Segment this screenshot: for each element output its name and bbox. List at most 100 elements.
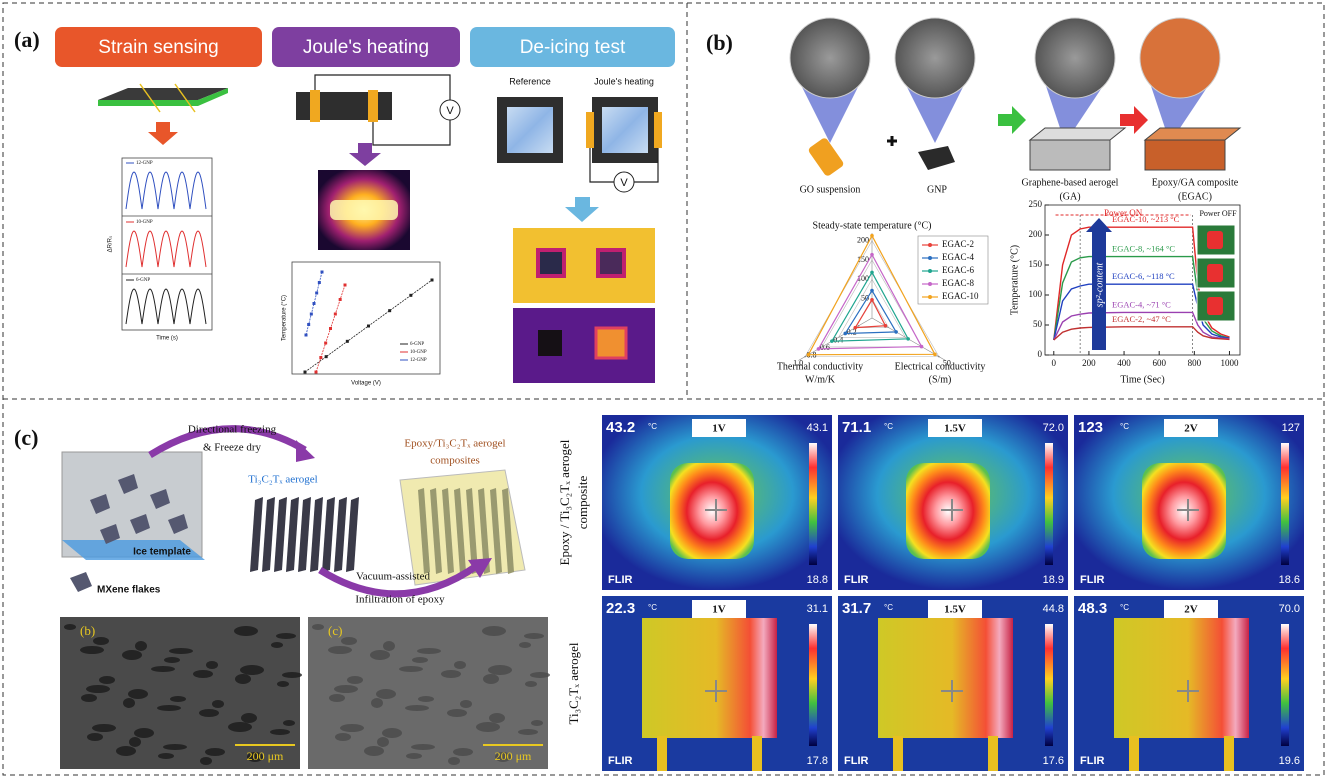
process-label: & Freeze dry	[203, 442, 262, 454]
y-tick-label: 200	[1029, 229, 1043, 239]
axis-label: Temperature (°C)	[1009, 245, 1020, 315]
sem-pore	[417, 648, 441, 654]
thermal-min: 17.6	[1043, 755, 1064, 767]
x-tick-label: 200	[1082, 358, 1096, 368]
sem-pore	[169, 648, 193, 654]
joule-point	[324, 342, 327, 345]
series-label: EGAC-8, ~164 °C	[1112, 244, 1175, 254]
series-label: EGAC-2, ~47 °C	[1112, 314, 1171, 324]
thermal-min: 19.6	[1279, 755, 1300, 767]
block	[1145, 128, 1240, 140]
sem-pore	[129, 737, 141, 747]
sem-pore	[277, 681, 289, 687]
process-label: Directional freezing	[188, 424, 277, 436]
plot-frame	[122, 158, 212, 330]
radar-title: Steady-state temperature (°C)	[813, 220, 932, 231]
sem-pore	[519, 642, 531, 648]
sem-pore	[193, 670, 213, 678]
thermal-unit: °C	[1120, 603, 1129, 612]
joule-point	[305, 334, 308, 337]
process-label: Epoxy/Ti₃C₂Tₓ aerogel	[404, 438, 505, 450]
sem-pore	[241, 713, 257, 723]
axis-label: Temperature (°C)	[282, 295, 288, 341]
process-label: Ti₃C₂Tₓ aerogel	[248, 474, 317, 486]
sem-pore	[206, 661, 218, 669]
brand-label: FLIR	[844, 755, 868, 767]
thermal-min: 18.8	[807, 574, 828, 586]
row-label: composite	[575, 476, 590, 530]
y-tick-label: 250	[1029, 199, 1043, 209]
hot-leg	[893, 736, 903, 771]
sem-pore	[240, 665, 264, 675]
arrow	[565, 197, 599, 222]
annotation: sp²-content	[1094, 262, 1105, 307]
sem-pore	[531, 720, 543, 726]
sem-pore	[157, 705, 181, 711]
step-label: Graphene-based aerogel	[1022, 177, 1119, 188]
thermal-unit: °C	[648, 422, 657, 431]
hot-leg	[752, 736, 762, 771]
hot-zone	[1114, 618, 1249, 738]
inset-ir-hot	[1207, 231, 1223, 249]
sem-pore	[283, 720, 295, 726]
radar-point	[870, 253, 874, 257]
sem-pore	[335, 733, 351, 741]
radar-tick	[938, 356, 940, 358]
y-tick-label: 0	[1038, 349, 1043, 359]
sem-pore	[447, 709, 467, 717]
joule-point	[315, 371, 318, 374]
thermal-max: 72.0	[1043, 422, 1064, 434]
radar-point	[843, 332, 847, 336]
sem-pore	[341, 637, 357, 645]
hot-zone	[642, 618, 777, 738]
joule-point	[329, 327, 332, 330]
aerogel-sheet	[274, 497, 287, 572]
sem-label: (c)	[328, 623, 342, 638]
sem-pore	[525, 681, 537, 687]
radar-point	[894, 330, 898, 334]
sem-pore	[271, 642, 283, 648]
radar-axis-label: W/m/K	[805, 374, 836, 385]
sample-ice	[507, 107, 553, 153]
ir-hotspot	[330, 200, 398, 220]
sem-pore	[212, 700, 224, 708]
sem-pore	[482, 626, 506, 636]
row-label: Ti₃C₂Tₓ aerogel	[566, 642, 581, 724]
x-tick-label: 800	[1188, 358, 1202, 368]
inset-ir-hot	[1207, 264, 1223, 282]
sem-pore	[270, 729, 290, 735]
x-tick-label: 600	[1152, 358, 1166, 368]
ir-image	[513, 308, 655, 383]
sem-pore	[163, 744, 187, 750]
radar-point	[817, 347, 821, 351]
sem-pore	[134, 728, 154, 738]
sem-pore	[411, 744, 435, 750]
radar-point	[853, 326, 857, 330]
voltage-label: 2V	[1184, 423, 1198, 435]
arrow-head	[296, 440, 315, 462]
inset-ir-hot	[1207, 297, 1223, 315]
sem-pore	[122, 650, 142, 660]
legend-text: 10-GNP	[410, 350, 427, 355]
legend-text: EGAC-6	[942, 265, 974, 275]
thermal-max: 44.8	[1043, 603, 1064, 615]
sem-pore	[158, 753, 174, 759]
annotation: Power ON	[1104, 208, 1143, 218]
vial	[807, 137, 845, 177]
aerogel-sheet	[310, 497, 323, 572]
axis-label: Time (Sec)	[1120, 374, 1164, 385]
x-tick-label: 0	[1052, 358, 1057, 368]
scale-label: 200 μm	[247, 749, 284, 763]
arrow	[349, 143, 381, 166]
radar-tick	[804, 356, 806, 358]
axis-label: Time (s)	[156, 336, 178, 342]
legend-text: 6-GNP	[136, 278, 150, 283]
sem-pore	[406, 753, 422, 759]
sem-pore	[483, 674, 499, 684]
radar-point	[870, 234, 874, 238]
sample-ice	[602, 107, 648, 153]
sem-pore	[64, 624, 76, 630]
axis-label: Voltage (V)	[351, 381, 381, 387]
process-label: Vacuum-assisted	[356, 571, 430, 583]
joule-point	[321, 271, 324, 274]
